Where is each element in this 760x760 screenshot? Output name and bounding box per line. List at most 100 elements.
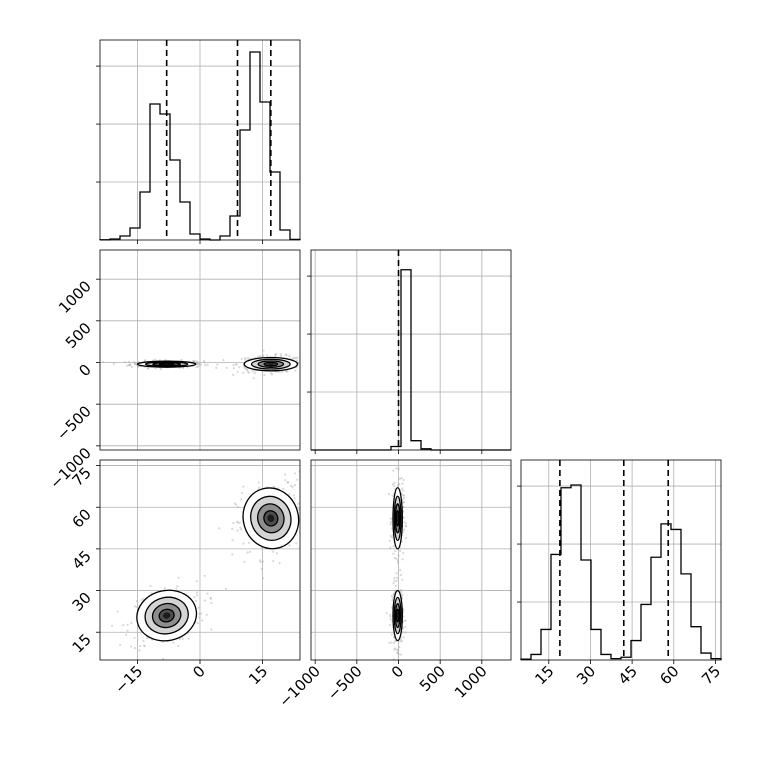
scatter-point [389,534,392,537]
scatter-point [402,552,405,555]
scatter-point [243,560,246,563]
scatter-point [288,544,291,547]
scatter-point [401,558,404,561]
scatter-point [402,494,405,497]
scatter-point [388,623,392,627]
scatter-point [209,597,213,600]
scatter-point [246,370,250,373]
scatter-point [284,479,287,482]
scatter-point [126,623,129,626]
scatter-point [404,522,408,525]
scatter-point [196,363,199,366]
scatter-point [252,377,255,380]
scatter-point [403,501,406,504]
histogram-panel-p1 [307,249,512,454]
scatter-point [297,508,300,511]
scatter-point [236,520,239,523]
scatter-point [301,364,303,366]
scatter-point [286,481,290,484]
panel-frame [310,249,512,451]
y-tick-label: 60 [69,505,95,531]
scatter-point [130,621,133,625]
contour-core [267,363,275,365]
scatter-point [404,525,407,528]
scatter-point [399,653,403,656]
scatter-point [251,370,254,373]
scatter-point [195,366,198,369]
scatter-point [262,349,265,352]
scatter-point [286,370,289,373]
scatter-point [195,594,199,597]
scatter-point [133,636,136,639]
scatter-point [399,638,403,641]
scatter-point [260,567,263,571]
scatter-point [391,494,394,497]
scatter-point [240,528,243,531]
scatter-point [242,542,245,545]
histogram-p1 [311,269,511,451]
contour-core [397,514,399,523]
scatter-point [397,649,400,652]
scatter-point [234,363,237,366]
scatter-point [395,576,399,580]
histogram-panel-p2 [517,459,722,664]
scatter-point [401,593,404,596]
scatter-point [203,599,207,602]
scatter-point [210,601,213,605]
scatter-point [389,613,392,616]
scatter-point [297,502,300,505]
scatter-point [142,644,146,647]
scatter-point [274,352,278,356]
density-panel-p0-p1 [99,249,303,451]
scatter-point [401,487,404,490]
scatter-point [232,363,235,367]
scatter-point [294,369,297,372]
scatter-point [396,484,400,487]
scatter-point [246,551,249,554]
scatter-point [132,360,135,364]
scatter-point [261,560,265,563]
scatter-point [206,592,209,595]
scatter-point [402,528,406,531]
x-tick-label: 0 [189,662,208,681]
scatter-point [238,366,241,369]
scatter-point [112,362,116,365]
scatter-point [122,624,125,627]
scatter-point [240,491,244,495]
x-tick-label: 15 [245,662,271,688]
scatter-point [293,356,296,359]
scatter-point [402,478,405,482]
scatter-point [245,368,249,371]
scatter-point [393,481,396,484]
scatter-point [193,360,196,363]
y-tick-label: 30 [69,589,95,615]
scatter-point [142,639,145,643]
scatter-point [404,625,407,629]
scatter-point [187,637,190,640]
scatter-point [395,579,398,583]
scatter-point [231,373,235,376]
scatter-point [389,546,392,549]
scatter-point [404,631,407,634]
scatter-point [195,591,198,594]
scatter-point [257,481,260,484]
scatter-point [236,521,239,524]
scatter-point [142,597,145,600]
scatter-point [233,502,237,505]
scatter-point [291,485,294,488]
scatter-point [271,550,275,553]
scatter-point [398,477,401,480]
scatter-point [307,522,309,524]
scatter-point [261,577,265,580]
scatter-point [247,541,251,544]
scatter-point [127,360,131,363]
scatter-point [128,364,131,367]
scatter-point [292,494,295,497]
contour-core [163,363,171,365]
scatter-point [215,366,218,369]
scatter-point [274,353,277,356]
scatter-point [245,368,248,371]
scatter-point [402,636,405,639]
scatter-point [128,364,131,367]
scatter-point [231,527,234,530]
